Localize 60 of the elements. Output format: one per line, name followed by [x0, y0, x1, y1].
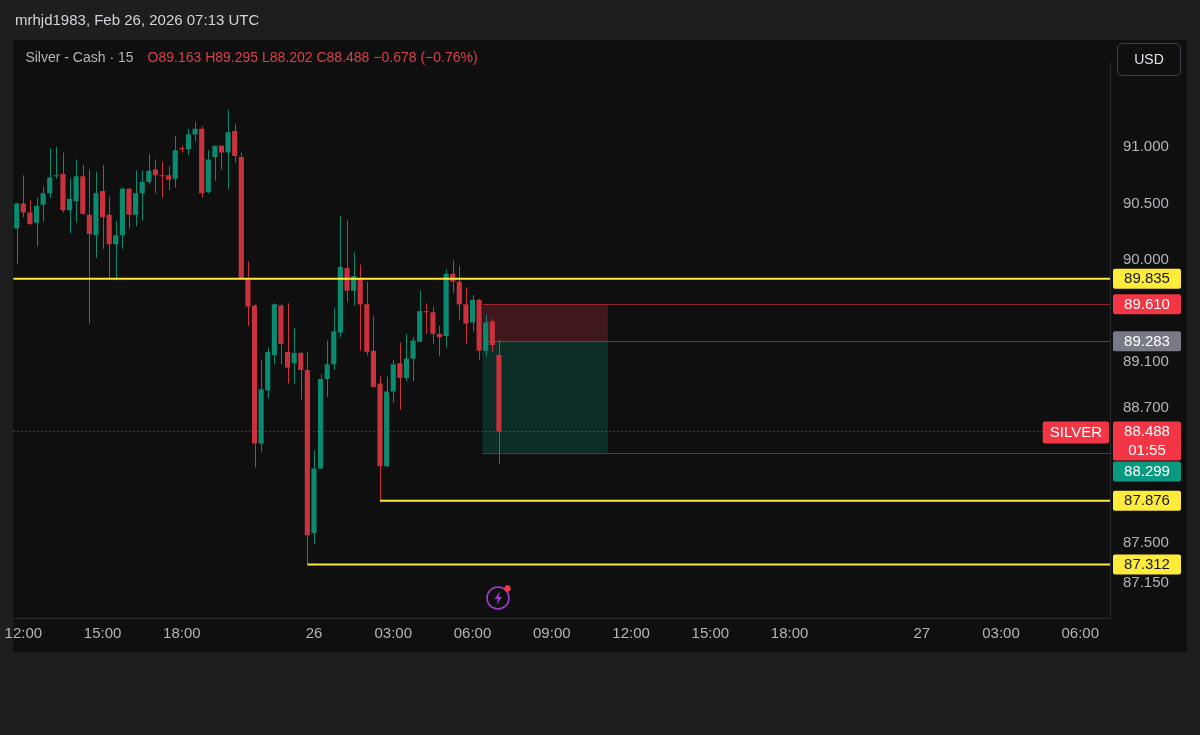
- ref-line-label: 89.835: [1124, 269, 1170, 287]
- candlestick: [344, 220, 350, 303]
- candlestick: [192, 121, 198, 142]
- y-tick-label: 90.000: [1123, 250, 1169, 268]
- x-tick-label: 09:00: [533, 624, 571, 642]
- ref-line-label: 87.876: [1124, 491, 1170, 509]
- candlestick: [212, 145, 218, 182]
- x-tick-label: 15:00: [691, 624, 730, 642]
- candlestick: [403, 333, 410, 382]
- candlestick: [298, 351, 304, 400]
- candlestick: [27, 199, 33, 226]
- x-tick-label: 03:00: [982, 624, 1020, 642]
- candlestick: [20, 174, 26, 218]
- candlestick: [291, 327, 297, 385]
- candlestick: [40, 186, 46, 223]
- ref-line-label: 89.283: [1124, 332, 1170, 349]
- candlestick: [146, 153, 152, 185]
- x-tick-label: 18:00: [163, 624, 201, 642]
- candlestick: [489, 318, 495, 353]
- candlestick: [225, 109, 231, 190]
- x-tick-label: 26: [305, 624, 323, 642]
- chart-subtitle: O89.163 H89.295 L88.202 C88.488 −0.678 (−0.76%): [147, 48, 478, 65]
- candlestick: [284, 302, 291, 385]
- candlestick: [456, 265, 462, 321]
- text: mrhjd1983, Feb 26, 2026 07:13 UTC: [15, 10, 260, 30]
- y-tick-label: 89.100: [1123, 352, 1169, 370]
- candlestick: [33, 197, 40, 248]
- x-tick-label: 18:00: [770, 624, 809, 642]
- candlestick: [47, 147, 53, 199]
- x-tick-label: 06:00: [1061, 624, 1100, 642]
- x-tick-label: 15:00: [83, 624, 122, 642]
- x-tick-label: 27: [913, 624, 931, 642]
- x-tick-label: 06:00: [453, 624, 492, 642]
- candlestick: [139, 170, 145, 222]
- candlestick: [397, 342, 403, 411]
- y-tick-label: 91.000: [1123, 137, 1169, 155]
- candlestick: [86, 169, 92, 325]
- candlestick: [185, 128, 192, 156]
- currency-button: USD: [1117, 43, 1181, 76]
- candlestick: [133, 170, 139, 227]
- y-tick-label: 87.150: [1123, 573, 1169, 591]
- candlestick: [113, 220, 119, 280]
- candlestick: [324, 340, 330, 398]
- candlestick: [430, 306, 436, 345]
- x-tick-label: 03:00: [374, 624, 413, 642]
- ref-line-label: 88.488: [1124, 422, 1170, 440]
- candlestick: [463, 286, 469, 345]
- y-tick-label: 88.700: [1123, 397, 1169, 415]
- y-tick-label: 90.500: [1123, 193, 1169, 211]
- candlestick: [66, 178, 73, 234]
- annotation: SILVER: [1049, 423, 1103, 441]
- text: 01:55: [1128, 441, 1166, 459]
- candlestick: [469, 294, 476, 333]
- y-tick-label: 87.500: [1123, 533, 1169, 551]
- chart-title: Silver - Cash · 15: [25, 48, 134, 65]
- ref-line-label: 89.610: [1124, 294, 1170, 312]
- ref-line-label: 88.299: [1124, 462, 1170, 480]
- x-tick-label: 12:00: [4, 624, 43, 642]
- ref-line-label: 87.312: [1124, 555, 1170, 573]
- x-tick-label: 12:00: [612, 624, 650, 642]
